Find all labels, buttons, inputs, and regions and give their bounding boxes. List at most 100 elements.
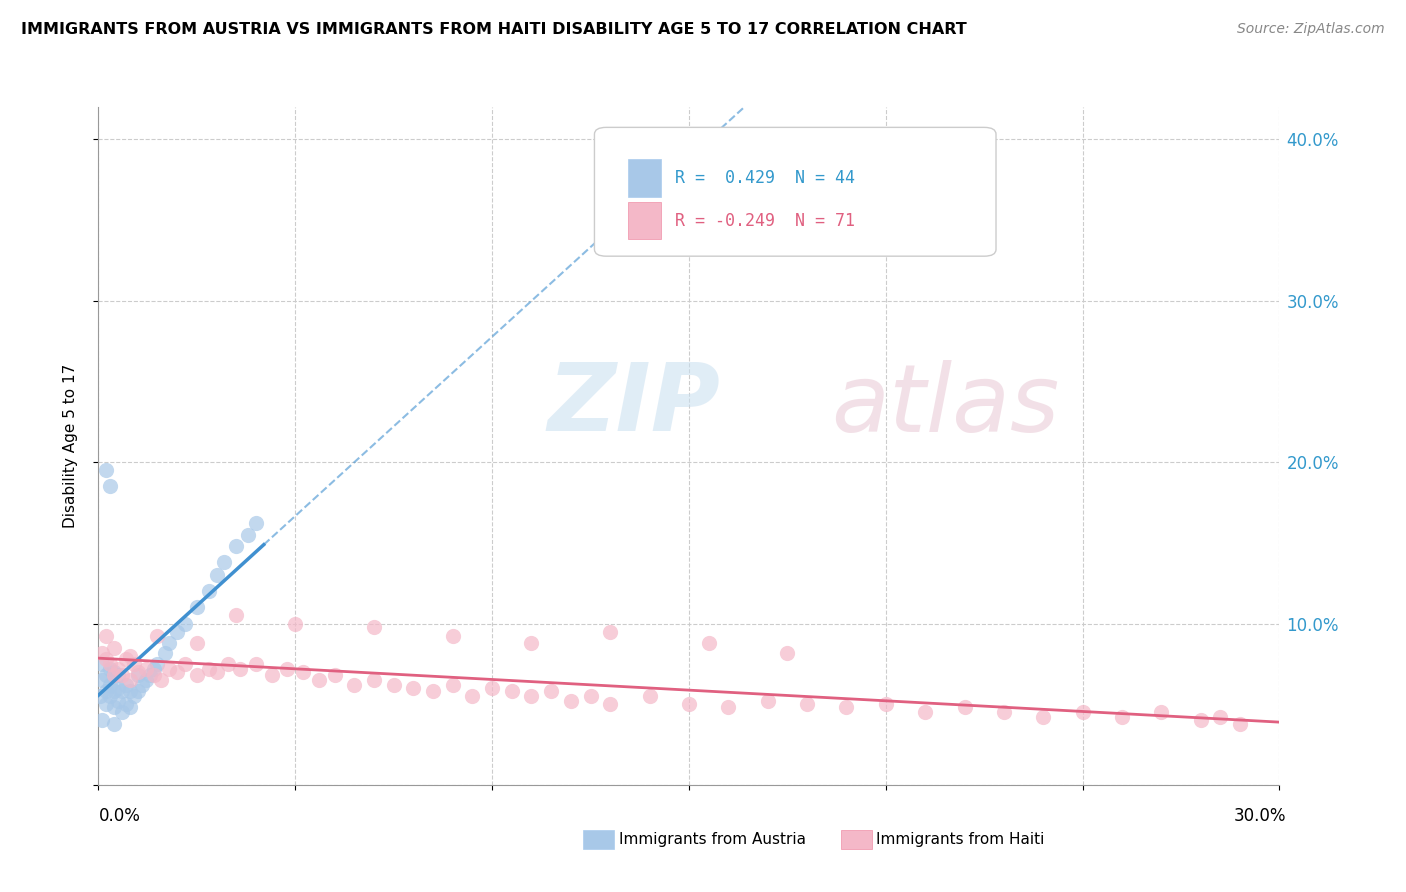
Point	[103, 684, 125, 698]
Point	[638, 689, 661, 703]
Point	[229, 662, 252, 676]
Point	[560, 694, 582, 708]
Point	[1111, 710, 1133, 724]
Point	[284, 616, 307, 631]
Point	[236, 528, 259, 542]
Point	[96, 684, 118, 698]
Point	[146, 657, 169, 671]
Point	[91, 714, 114, 728]
Point	[717, 700, 740, 714]
Point	[122, 689, 145, 703]
Point	[756, 694, 779, 708]
Point	[914, 706, 936, 720]
Point	[276, 662, 298, 676]
Text: R =  0.429  N = 44: R = 0.429 N = 44	[675, 169, 855, 187]
Point	[103, 668, 125, 682]
Point	[245, 657, 267, 671]
Point	[441, 630, 464, 644]
Point	[205, 665, 228, 679]
Point	[1071, 706, 1094, 720]
Point	[197, 662, 219, 676]
Point	[96, 463, 118, 477]
Point	[599, 698, 621, 712]
Text: Source: ZipAtlas.com: Source: ZipAtlas.com	[1237, 22, 1385, 37]
Text: 0.0%: 0.0%	[98, 807, 141, 825]
Point	[599, 624, 621, 639]
Point	[103, 640, 125, 655]
Point	[441, 678, 464, 692]
Point	[1229, 716, 1251, 731]
Point	[481, 681, 503, 695]
Point	[501, 684, 523, 698]
Point	[776, 646, 799, 660]
Point	[142, 662, 165, 676]
Bar	[627, 160, 661, 196]
Point	[540, 684, 562, 698]
Point	[260, 668, 283, 682]
Point	[461, 689, 484, 703]
Point	[225, 539, 247, 553]
Point	[402, 681, 425, 695]
Point	[107, 681, 129, 695]
Point	[96, 652, 118, 666]
Point	[363, 620, 385, 634]
Point	[157, 662, 180, 676]
Point	[186, 636, 208, 650]
Point	[115, 652, 138, 666]
Point	[875, 698, 897, 712]
Text: ZIP: ZIP	[547, 359, 720, 451]
Point	[89, 689, 111, 703]
Point	[520, 689, 543, 703]
Point	[225, 608, 247, 623]
Point	[579, 689, 602, 703]
Point	[1150, 706, 1173, 720]
Point	[157, 636, 180, 650]
Point	[146, 630, 169, 644]
Point	[363, 673, 385, 687]
Point	[323, 668, 346, 682]
Point	[520, 636, 543, 650]
Point	[214, 555, 236, 569]
Point	[343, 678, 366, 692]
Text: R = -0.249  N = 71: R = -0.249 N = 71	[675, 211, 855, 229]
Point	[91, 646, 114, 660]
Point	[131, 678, 153, 692]
Point	[111, 668, 134, 682]
Point	[107, 668, 129, 682]
Point	[91, 673, 114, 687]
Point	[103, 716, 125, 731]
Point	[796, 698, 818, 712]
Text: IMMIGRANTS FROM AUSTRIA VS IMMIGRANTS FROM HAITI DISABILITY AGE 5 TO 17 CORRELAT: IMMIGRANTS FROM AUSTRIA VS IMMIGRANTS FR…	[21, 22, 967, 37]
Point	[1189, 714, 1212, 728]
Bar	[627, 202, 661, 239]
Point	[118, 673, 141, 687]
Y-axis label: Disability Age 5 to 17: Disability Age 5 to 17	[63, 364, 77, 528]
Point	[115, 698, 138, 712]
Point	[174, 616, 197, 631]
Point	[138, 668, 160, 682]
Point	[678, 698, 700, 712]
Point	[98, 479, 121, 493]
Text: 30.0%: 30.0%	[1234, 807, 1286, 825]
Point	[96, 668, 118, 682]
Point	[697, 636, 720, 650]
Point	[118, 648, 141, 663]
Point	[166, 624, 188, 639]
Point	[135, 662, 157, 676]
Point	[115, 678, 138, 692]
Point	[422, 684, 444, 698]
Text: Immigrants from Austria: Immigrants from Austria	[619, 832, 806, 847]
Point	[127, 668, 149, 682]
Point	[96, 630, 118, 644]
Point	[217, 657, 239, 671]
Point	[118, 700, 141, 714]
Point	[122, 657, 145, 671]
Point	[155, 646, 177, 660]
Point	[135, 673, 157, 687]
Point	[174, 657, 197, 671]
Point	[382, 678, 405, 692]
Point	[186, 668, 208, 682]
Point	[150, 673, 173, 687]
Point	[245, 516, 267, 531]
Point	[142, 668, 165, 682]
